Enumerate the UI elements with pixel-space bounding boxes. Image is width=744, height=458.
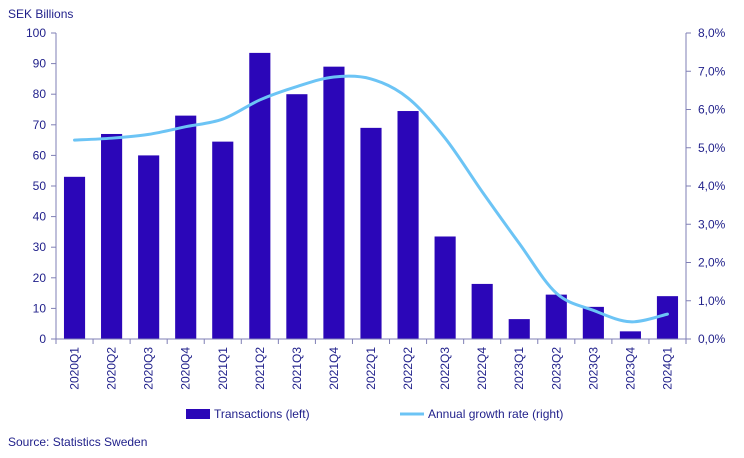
x-tick-label: 2021Q1 bbox=[216, 347, 230, 390]
x-tick-label: 2023Q4 bbox=[623, 347, 637, 390]
bar-2022Q2 bbox=[397, 111, 418, 339]
y-left-tick-label: 30 bbox=[33, 240, 47, 254]
y-right-tick-label: 3,0% bbox=[698, 217, 726, 231]
x-tick-label: 2020Q3 bbox=[142, 347, 156, 390]
x-tick-label: 2023Q1 bbox=[512, 347, 526, 390]
x-tick-label: 2022Q1 bbox=[364, 347, 378, 390]
legend-label-transactions: Transactions (left) bbox=[214, 407, 310, 421]
y-right-tick-label: 6,0% bbox=[698, 103, 726, 117]
bar-2023Q1 bbox=[509, 319, 530, 339]
y-axis-left-label: SEK Billions bbox=[8, 7, 73, 21]
y-left-tick-label: 100 bbox=[26, 26, 46, 40]
bar-2022Q1 bbox=[360, 128, 381, 339]
bar-2023Q2 bbox=[546, 295, 567, 339]
y-left-tick-label: 70 bbox=[33, 118, 47, 132]
x-tick-label: 2020Q1 bbox=[68, 347, 82, 390]
y-left-tick-label: 10 bbox=[33, 301, 47, 315]
x-tick-label: 2023Q3 bbox=[586, 347, 600, 390]
legend-label-growth: Annual growth rate (right) bbox=[428, 407, 563, 421]
legend: Transactions (left) Annual growth rate (r… bbox=[186, 407, 563, 421]
legend-swatch-transactions bbox=[186, 409, 210, 419]
y-right-tick-label: 8,0% bbox=[698, 26, 726, 40]
x-tick-label: 2023Q2 bbox=[549, 347, 563, 390]
bar-2020Q4 bbox=[175, 116, 196, 339]
x-tick-label: 2020Q2 bbox=[105, 347, 119, 390]
bar-2022Q4 bbox=[472, 284, 493, 339]
bar-2020Q1 bbox=[64, 177, 85, 339]
bar-2021Q3 bbox=[286, 94, 307, 339]
x-tick-label: 2022Q2 bbox=[401, 347, 415, 390]
y-right-tick-label: 7,0% bbox=[698, 64, 726, 78]
bar-2021Q4 bbox=[323, 67, 344, 339]
y-left-tick-label: 80 bbox=[33, 87, 47, 101]
y-left-tick-label: 0 bbox=[39, 332, 46, 346]
y-left-tick-label: 50 bbox=[33, 179, 47, 193]
bars-group bbox=[64, 53, 678, 339]
x-tick-label: 2024Q1 bbox=[660, 347, 674, 390]
bar-2023Q4 bbox=[620, 331, 641, 339]
x-tick-label: 2021Q2 bbox=[253, 347, 267, 390]
y-left-tick-label: 40 bbox=[33, 210, 47, 224]
y-left-tick-label: 60 bbox=[33, 148, 47, 162]
x-tick-label: 2021Q3 bbox=[290, 347, 304, 390]
bar-2020Q2 bbox=[101, 134, 122, 339]
y-right-tick-label: 4,0% bbox=[698, 179, 726, 193]
x-tick-label: 2021Q4 bbox=[327, 347, 341, 390]
x-tick-label: 2020Q4 bbox=[179, 347, 193, 390]
y-right-tick-label: 0,0% bbox=[698, 332, 726, 346]
bar-2022Q3 bbox=[435, 236, 456, 339]
x-tick-label: 2022Q3 bbox=[438, 347, 452, 390]
y-right-tick-label: 2,0% bbox=[698, 256, 726, 270]
bar-2020Q3 bbox=[138, 155, 159, 339]
y-right-tick-label: 1,0% bbox=[698, 294, 726, 308]
y-left-tick-label: 90 bbox=[33, 57, 47, 71]
y-left-tick-label: 20 bbox=[33, 271, 47, 285]
bar-2021Q1 bbox=[212, 142, 233, 339]
source-note: Source: Statistics Sweden bbox=[8, 435, 147, 449]
y-right-tick-label: 5,0% bbox=[698, 141, 726, 155]
x-tick-label: 2022Q4 bbox=[475, 347, 489, 390]
